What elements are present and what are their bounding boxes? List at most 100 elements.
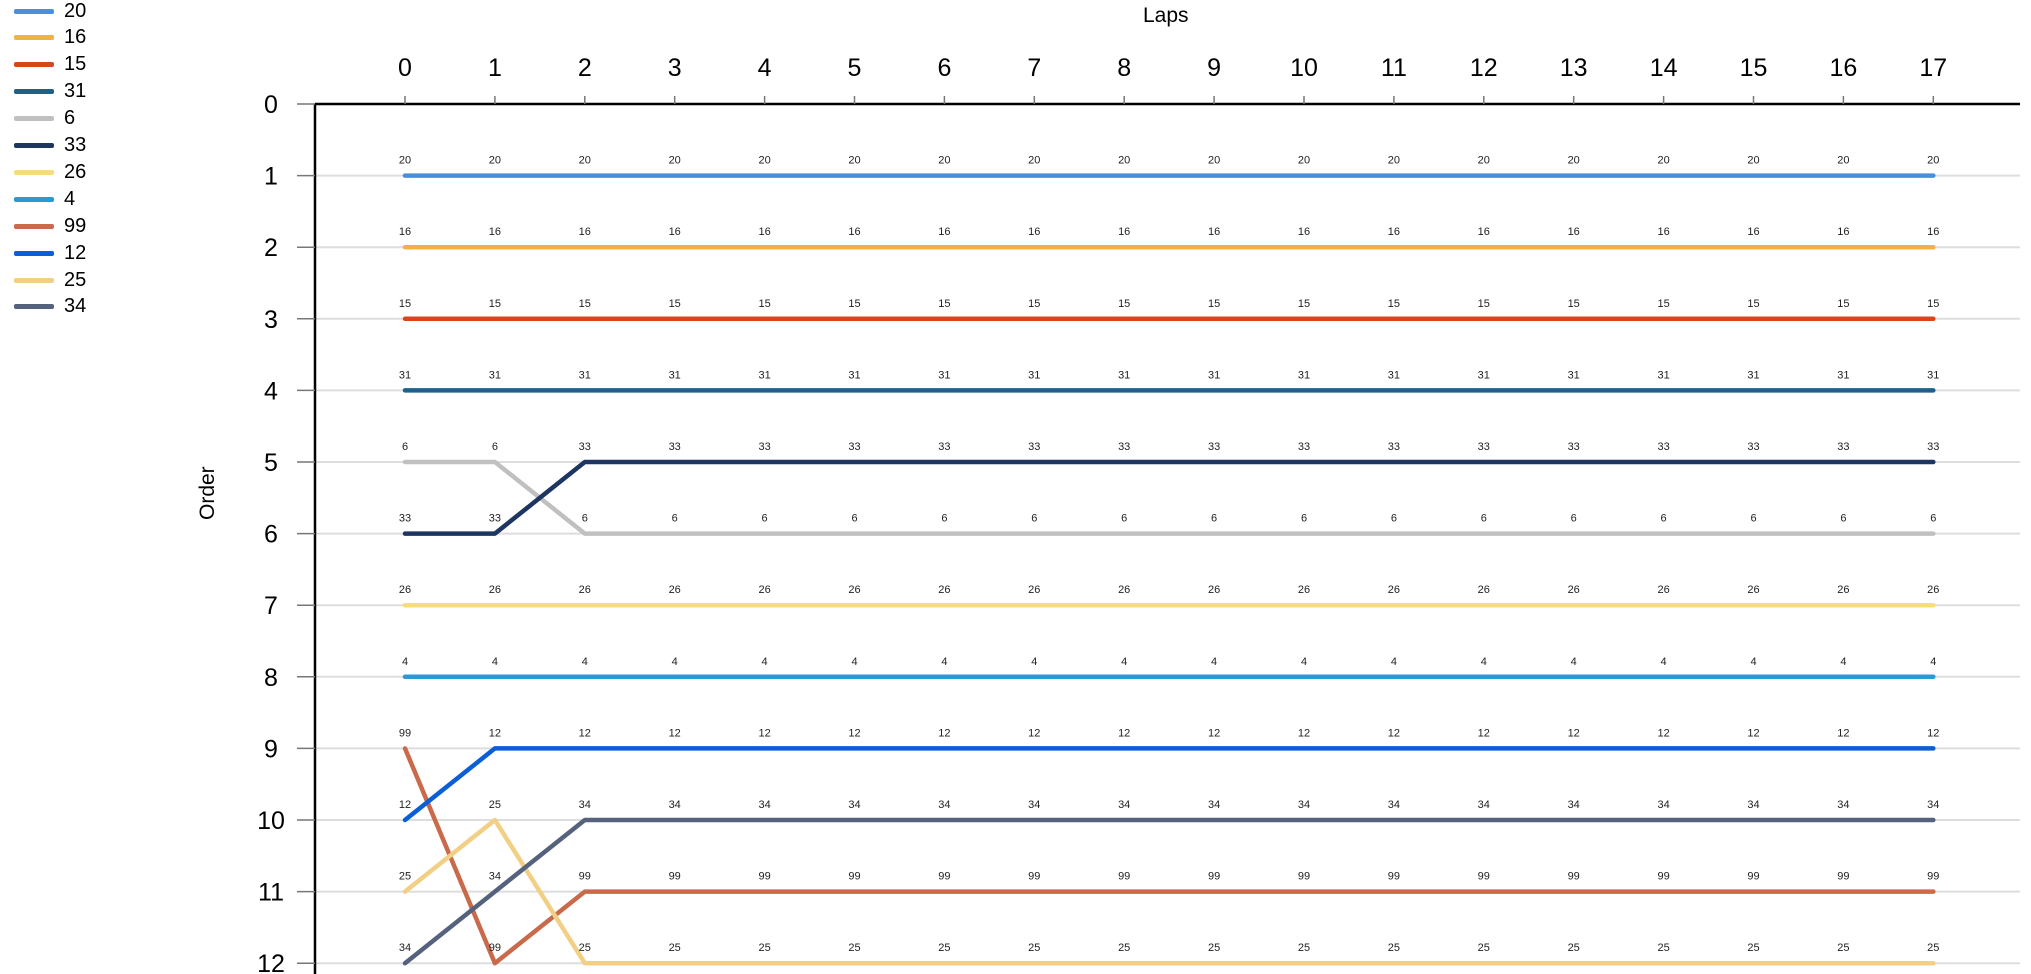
y-tick-label: 2 — [264, 234, 278, 262]
point-label: 4 — [1391, 656, 1397, 668]
point-label: 99 — [1837, 871, 1849, 883]
point-label: 26 — [1208, 584, 1220, 596]
point-label: 34 — [1657, 799, 1669, 811]
point-label: 25 — [1028, 942, 1040, 954]
point-label: 25 — [1837, 942, 1849, 954]
legend-label: 16 — [64, 26, 87, 49]
point-label: 34 — [1927, 799, 1939, 811]
point-label: 20 — [669, 155, 681, 167]
point-label: 20 — [399, 155, 411, 167]
point-label: 25 — [1927, 942, 1939, 954]
point-label: 12 — [848, 727, 860, 739]
point-label: 16 — [1837, 226, 1849, 238]
point-label: 16 — [1747, 226, 1759, 238]
point-label: 33 — [1208, 441, 1220, 453]
point-label: 15 — [1028, 298, 1040, 310]
point-label: 26 — [1118, 584, 1130, 596]
point-label: 20 — [848, 155, 860, 167]
point-label: 20 — [1837, 155, 1849, 167]
x-tick-label: 0 — [398, 54, 412, 82]
point-label: 99 — [489, 942, 501, 954]
y-tick-label: 8 — [264, 664, 278, 692]
point-label: 31 — [1568, 369, 1580, 381]
point-label: 20 — [489, 155, 501, 167]
x-tick-label: 15 — [1740, 54, 1768, 82]
point-label: 99 — [1298, 871, 1310, 883]
point-label: 33 — [1657, 441, 1669, 453]
point-label: 15 — [758, 298, 770, 310]
point-label: 15 — [1118, 298, 1130, 310]
point-label: 33 — [669, 441, 681, 453]
point-label: 99 — [758, 871, 770, 883]
point-label: 6 — [1211, 513, 1217, 525]
point-label: 99 — [1028, 871, 1040, 883]
point-label: 12 — [579, 727, 591, 739]
point-label: 25 — [489, 799, 501, 811]
point-label: 34 — [489, 871, 501, 883]
y-tick-label: 7 — [264, 592, 278, 620]
legend-label: 6 — [64, 107, 76, 130]
point-label: 6 — [492, 441, 498, 453]
point-label: 15 — [1568, 298, 1580, 310]
point-label: 26 — [848, 584, 860, 596]
point-label: 12 — [399, 799, 411, 811]
point-label: 99 — [1657, 871, 1669, 883]
point-label: 34 — [669, 799, 681, 811]
x-tick-label: 13 — [1560, 54, 1588, 82]
legend-label: 33 — [64, 134, 87, 156]
point-label: 25 — [1298, 942, 1310, 954]
y-tick-label: 11 — [258, 879, 284, 907]
point-label: 20 — [1028, 155, 1040, 167]
point-label: 20 — [1298, 155, 1310, 167]
x-tick-label: 7 — [1027, 54, 1041, 82]
legend-swatch — [14, 8, 54, 14]
x-tick-label: 14 — [1650, 54, 1678, 82]
legend-swatch — [14, 250, 54, 256]
y-tick-label: 10 — [257, 807, 285, 835]
point-label: 4 — [402, 656, 408, 668]
point-label: 26 — [1837, 584, 1849, 596]
point-label: 34 — [1568, 799, 1580, 811]
x-tick-label: 3 — [668, 54, 682, 82]
point-label: 34 — [1298, 799, 1310, 811]
legend-item: 99 — [14, 215, 86, 237]
point-label: 16 — [1568, 226, 1580, 238]
point-label: 25 — [1568, 942, 1580, 954]
legend-label: 25 — [64, 268, 87, 291]
point-label: 6 — [1301, 513, 1307, 525]
point-label: 31 — [1657, 369, 1669, 381]
legend-swatch — [14, 116, 54, 122]
point-label: 20 — [1118, 155, 1130, 167]
point-label: 16 — [1118, 226, 1130, 238]
series-line-33 — [402, 459, 1936, 536]
point-label: 34 — [1478, 799, 1490, 811]
point-label: 99 — [1927, 871, 1939, 883]
x-tick-label: 12 — [1470, 54, 1498, 82]
point-label: 33 — [489, 513, 501, 525]
point-label: 34 — [1837, 799, 1849, 811]
point-label: 20 — [1927, 155, 1939, 167]
y-tick-label: 4 — [264, 377, 278, 405]
point-label: 25 — [1208, 942, 1220, 954]
y-tick-label: 9 — [264, 735, 278, 763]
point-label: 6 — [1121, 513, 1127, 525]
point-label: 4 — [1571, 656, 1577, 668]
point-label: 26 — [1927, 584, 1939, 596]
legend-item: 34 — [14, 295, 86, 318]
point-label: 12 — [1478, 727, 1490, 739]
point-label: 26 — [1028, 584, 1040, 596]
point-label: 31 — [1028, 369, 1040, 381]
y-tick-label: 0 — [264, 91, 278, 119]
point-label: 16 — [1478, 226, 1490, 238]
point-label: 26 — [399, 584, 411, 596]
point-label: 15 — [1927, 298, 1939, 310]
point-label: 4 — [1031, 656, 1037, 668]
point-label: 15 — [1747, 298, 1759, 310]
point-label: 16 — [848, 226, 860, 238]
legend-item: 25 — [14, 269, 86, 291]
point-label: 33 — [1298, 441, 1310, 453]
point-label: 15 — [489, 298, 501, 310]
point-label: 12 — [489, 727, 501, 739]
point-label: 31 — [579, 369, 591, 381]
point-label: 31 — [1837, 369, 1849, 381]
